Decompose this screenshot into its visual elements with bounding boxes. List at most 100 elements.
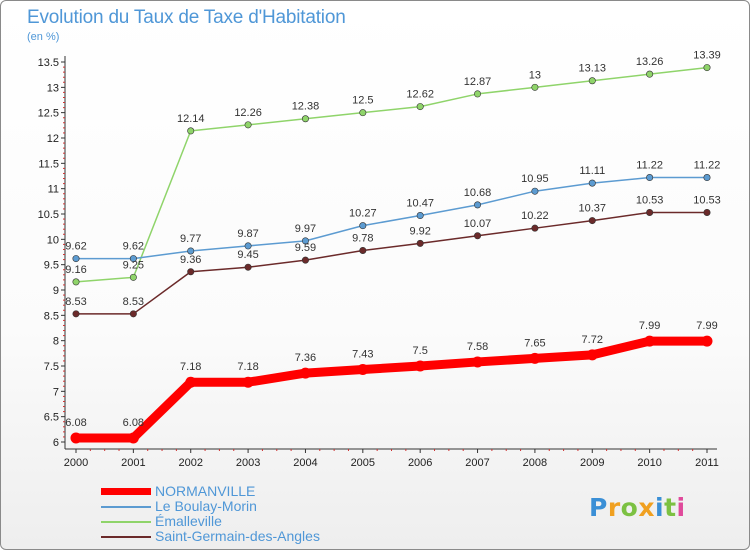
- data-point-normanville: [472, 356, 484, 368]
- x-tick-label: 2007: [465, 457, 489, 469]
- legend-item-emalleville: Émalleville: [101, 513, 401, 530]
- data-point-saint-germain-des-angles: [703, 208, 711, 216]
- data-point-saint-germain-des-angles: [72, 310, 80, 318]
- logo-letter: x: [638, 493, 655, 522]
- data-point-saint-germain-des-angles: [531, 224, 539, 232]
- data-point-normanville: [644, 335, 656, 347]
- data-label-normanville: 6.08: [65, 417, 86, 429]
- data-point-le-boulay-morin: [301, 237, 309, 245]
- data-label-le-boulay-morin: 11.11: [579, 165, 605, 177]
- data-point-normanville: [414, 360, 426, 372]
- data-label-normanville: 7.18: [237, 361, 258, 373]
- data-label-emalleville: 13.13: [579, 63, 607, 75]
- y-tick-label: 6: [53, 437, 59, 449]
- data-label-saint-germain-des-angles: 9.78: [352, 232, 373, 244]
- data-label-emalleville: 12.5: [352, 95, 373, 107]
- data-point-le-boulay-morin: [703, 174, 711, 182]
- chart-title: Evolution du Taux de Taxe d'Habitation: [27, 7, 346, 28]
- legend-label-emalleville: Émalleville: [155, 513, 222, 529]
- data-point-le-boulay-morin: [244, 242, 252, 250]
- data-label-normanville: 7.99: [639, 320, 660, 332]
- x-tick-label: 2003: [236, 457, 260, 469]
- data-label-normanville: 7.65: [524, 337, 545, 349]
- y-tick-label: 7.5: [44, 361, 59, 373]
- data-label-emalleville: 13: [529, 69, 541, 81]
- data-label-le-boulay-morin: 11.22: [636, 160, 663, 172]
- data-point-le-boulay-morin: [416, 212, 424, 220]
- data-label-normanville: 7.43: [352, 349, 373, 361]
- x-tick-label: 2002: [178, 457, 202, 469]
- series-line-emalleville: [75, 66, 708, 283]
- x-tick-label: 2011: [695, 457, 719, 469]
- data-point-normanville: [529, 352, 541, 364]
- axes: 66.577.588.599.51010.51111.51212.51313.5…: [38, 56, 719, 469]
- data-point-saint-germain-des-angles: [416, 239, 424, 247]
- x-tick-label: 2010: [637, 457, 661, 469]
- x-tick-label: 2008: [523, 457, 547, 469]
- data-label-saint-germain-des-angles: 10.53: [693, 194, 721, 206]
- data-point-le-boulay-morin: [531, 187, 539, 195]
- data-label-le-boulay-morin: 10.95: [521, 173, 549, 185]
- data-label-normanville: 7.5: [413, 345, 428, 357]
- data-point-le-boulay-morin: [187, 247, 195, 255]
- data-point-emalleville: [703, 64, 711, 72]
- data-label-normanville: 7.99: [696, 320, 717, 332]
- data-labels-layer: 8.53 8.53 9.36 9.45 9.59 9.78 9.92 10.07 10.22 10…: [65, 50, 720, 429]
- data-label-emalleville: 12.87: [464, 76, 492, 88]
- data-point-le-boulay-morin: [72, 255, 80, 263]
- y-tick-label: 8.5: [44, 310, 59, 322]
- y-tick-label: 10.5: [38, 209, 59, 221]
- data-label-saint-germain-des-angles: 8.53: [123, 296, 144, 308]
- data-point-le-boulay-morin: [129, 255, 137, 263]
- data-label-emalleville: 9.25: [123, 259, 144, 271]
- logo-letter: r: [607, 493, 621, 522]
- data-point-normanville: [185, 376, 197, 388]
- data-label-le-boulay-morin: 10.27: [349, 208, 377, 220]
- logo-letter: P: [589, 493, 608, 522]
- data-label-saint-germain-des-angles: 9.59: [295, 242, 316, 254]
- data-label-normanville: 7.58: [467, 341, 488, 353]
- legend-swatch-saint-germain: [101, 536, 151, 538]
- data-label-saint-germain-des-angles: 9.36: [180, 254, 201, 266]
- data-label-saint-germain-des-angles: 10.07: [464, 218, 492, 230]
- data-point-saint-germain-des-angles: [129, 310, 137, 318]
- data-point-saint-germain-des-angles: [646, 208, 654, 216]
- legend-swatch-normanville: [101, 488, 151, 495]
- data-label-emalleville: 13.39: [693, 50, 721, 62]
- y-tick-label: 9.5: [44, 260, 59, 272]
- logo-letter: i: [655, 493, 665, 522]
- data-label-le-boulay-morin: 9.62: [123, 241, 144, 253]
- y-tick-label: 6.5: [44, 412, 59, 424]
- data-point-normanville: [357, 364, 369, 376]
- data-point-emalleville: [301, 115, 309, 123]
- y-tick-label: 9: [53, 285, 59, 297]
- data-point-le-boulay-morin: [588, 179, 596, 187]
- y-tick-label: 11.5: [38, 158, 59, 170]
- series-line-normanville: [71, 336, 712, 443]
- data-label-emalleville: 12.38: [292, 101, 320, 113]
- legend-item-saint-germain: Saint-Germain-des-Angles: [101, 528, 401, 545]
- logo-letter: t: [664, 493, 677, 522]
- y-tick-label: 13: [47, 82, 59, 94]
- data-point-le-boulay-morin: [359, 222, 367, 230]
- x-tick-label: 2005: [351, 457, 375, 469]
- x-tick-label: 2006: [408, 457, 432, 469]
- data-point-saint-germain-des-angles: [588, 217, 596, 225]
- series-layer: [70, 64, 713, 444]
- data-point-emalleville: [416, 103, 424, 111]
- data-point-emalleville: [187, 127, 195, 135]
- data-label-normanville: 7.36: [295, 352, 316, 364]
- legend-label-normanville: NORMANVILLE: [155, 483, 256, 499]
- y-tick-label: 12: [47, 133, 59, 145]
- data-label-le-boulay-morin: 9.97: [295, 223, 316, 235]
- y-tick-label: 8: [53, 336, 59, 348]
- legend-item-normanville: NORMANVILLE: [101, 483, 401, 500]
- y-tick-label: 12.5: [38, 108, 59, 120]
- series-line-saint-germain-des-angles: [75, 211, 708, 315]
- data-point-le-boulay-morin: [474, 201, 482, 209]
- data-point-saint-germain-des-angles: [474, 232, 482, 240]
- data-point-le-boulay-morin: [646, 174, 654, 182]
- legend-swatch-le-boulay-morin: [101, 506, 151, 508]
- data-point-saint-germain-des-angles: [244, 263, 252, 271]
- data-label-le-boulay-morin: 10.47: [406, 198, 434, 210]
